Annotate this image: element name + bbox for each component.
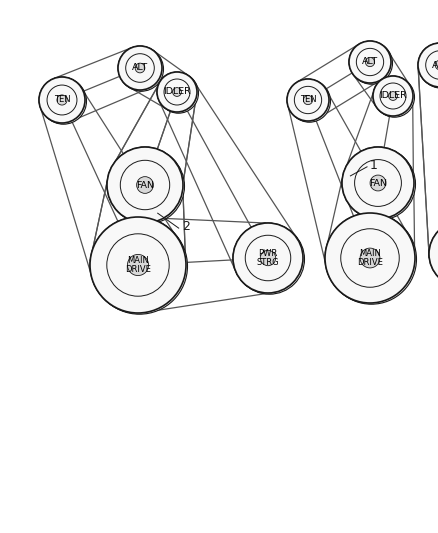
Text: MAIN
DRIVE: MAIN DRIVE — [125, 256, 151, 274]
Circle shape — [419, 44, 438, 87]
Circle shape — [233, 223, 303, 293]
Circle shape — [120, 47, 163, 91]
Circle shape — [47, 85, 77, 115]
Text: MAIN
DRIVE: MAIN DRIVE — [357, 249, 383, 268]
Text: FAN: FAN — [136, 181, 154, 190]
Text: IDLER: IDLER — [163, 87, 191, 96]
Circle shape — [326, 214, 416, 304]
Circle shape — [431, 222, 438, 288]
Circle shape — [325, 213, 415, 303]
Circle shape — [426, 51, 438, 79]
Text: TEN: TEN — [54, 95, 71, 104]
Circle shape — [326, 214, 417, 304]
Circle shape — [357, 49, 384, 76]
Circle shape — [159, 73, 198, 113]
Circle shape — [370, 175, 386, 191]
Circle shape — [429, 221, 438, 287]
Circle shape — [135, 63, 145, 73]
Text: FAN: FAN — [369, 179, 387, 188]
Circle shape — [429, 221, 438, 287]
Circle shape — [380, 83, 406, 109]
Text: ALT: ALT — [132, 63, 148, 72]
Circle shape — [260, 251, 276, 265]
Circle shape — [118, 46, 162, 90]
Circle shape — [350, 42, 392, 84]
Circle shape — [355, 159, 401, 206]
Text: 2: 2 — [182, 220, 190, 233]
Circle shape — [108, 148, 184, 224]
Circle shape — [418, 43, 438, 87]
Circle shape — [289, 80, 331, 122]
Circle shape — [158, 72, 198, 112]
Circle shape — [234, 224, 304, 294]
Circle shape — [374, 77, 414, 117]
Circle shape — [233, 223, 303, 293]
Circle shape — [342, 147, 414, 219]
Circle shape — [365, 58, 374, 67]
Circle shape — [90, 217, 186, 313]
Circle shape — [164, 79, 190, 105]
Circle shape — [294, 86, 321, 114]
Circle shape — [57, 95, 67, 105]
Circle shape — [109, 148, 184, 224]
Circle shape — [137, 176, 153, 193]
Circle shape — [157, 72, 197, 112]
Circle shape — [343, 148, 416, 220]
Circle shape — [157, 72, 197, 112]
Circle shape — [360, 248, 380, 268]
Circle shape — [118, 46, 162, 90]
Circle shape — [341, 229, 399, 287]
Circle shape — [287, 79, 329, 121]
Circle shape — [91, 217, 187, 313]
Text: ALT: ALT — [362, 58, 378, 67]
Circle shape — [288, 79, 330, 122]
Circle shape — [245, 235, 291, 281]
Circle shape — [107, 147, 183, 223]
Circle shape — [350, 42, 392, 84]
Circle shape — [418, 43, 438, 87]
Circle shape — [90, 217, 186, 313]
Text: A/C: A/C — [432, 61, 438, 69]
Circle shape — [173, 87, 181, 96]
Circle shape — [39, 77, 85, 123]
Text: TEN: TEN — [300, 95, 316, 104]
Text: IDLER: IDLER — [379, 92, 407, 101]
Circle shape — [373, 76, 413, 116]
Circle shape — [374, 77, 414, 117]
Circle shape — [343, 148, 415, 220]
Circle shape — [349, 41, 391, 83]
Circle shape — [127, 254, 148, 276]
Circle shape — [325, 213, 415, 303]
Circle shape — [107, 234, 169, 296]
Circle shape — [119, 46, 163, 91]
Circle shape — [342, 147, 414, 219]
Circle shape — [420, 44, 438, 88]
Circle shape — [40, 78, 86, 124]
Circle shape — [39, 77, 85, 123]
Circle shape — [120, 160, 170, 209]
Text: 1: 1 — [370, 159, 378, 172]
Circle shape — [92, 218, 187, 314]
Circle shape — [40, 78, 86, 124]
Circle shape — [435, 60, 438, 70]
Circle shape — [304, 95, 313, 104]
Circle shape — [234, 224, 304, 294]
Circle shape — [349, 41, 391, 83]
Circle shape — [107, 147, 183, 223]
Text: PWR
STRG: PWR STRG — [257, 249, 279, 268]
Circle shape — [430, 222, 438, 288]
Circle shape — [287, 79, 329, 121]
Circle shape — [389, 92, 397, 100]
Circle shape — [373, 76, 413, 116]
Circle shape — [126, 54, 154, 82]
